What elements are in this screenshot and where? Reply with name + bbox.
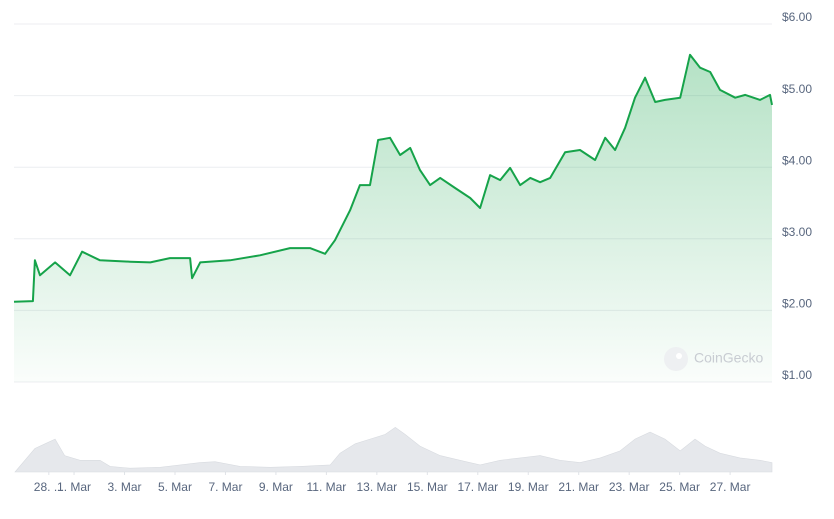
x-tick-label: 27. Mar (710, 480, 751, 494)
x-tick-label: 11. Mar (306, 480, 346, 494)
y-tick-label: $4.00 (782, 153, 812, 167)
x-tick-label: 7. Mar (208, 480, 242, 494)
x-tick-label: 13. Mar (357, 480, 398, 494)
price-line (13, 53, 773, 303)
price-area (14, 54, 772, 383)
y-tick-label: $5.00 (782, 82, 812, 96)
x-tick-label: 1. Mar (57, 480, 91, 494)
y-tick-label: $3.00 (782, 225, 812, 239)
x-tick-label: 28. ... (34, 480, 64, 494)
y-tick-label: $1.00 (782, 368, 812, 382)
x-tick-label: 17. Mar (457, 480, 498, 494)
watermark: CoinGecko (664, 347, 763, 371)
x-tick-label: 15. Mar (407, 480, 448, 494)
y-tick-label: $6.00 (782, 10, 812, 24)
x-tick-label: 19. Mar (508, 480, 549, 494)
x-tick-label: 5. Mar (158, 480, 192, 494)
volume-area (14, 427, 773, 473)
watermark-text: CoinGecko (694, 350, 763, 366)
x-tick-label: 3. Mar (108, 480, 142, 494)
y-tick-label: $2.00 (782, 297, 812, 311)
x-tick-label: 9. Mar (259, 480, 293, 494)
x-tick-label: 21. Mar (558, 480, 599, 494)
x-tick-label: 23. Mar (609, 480, 650, 494)
x-tick-label: 25. Mar (659, 480, 700, 494)
